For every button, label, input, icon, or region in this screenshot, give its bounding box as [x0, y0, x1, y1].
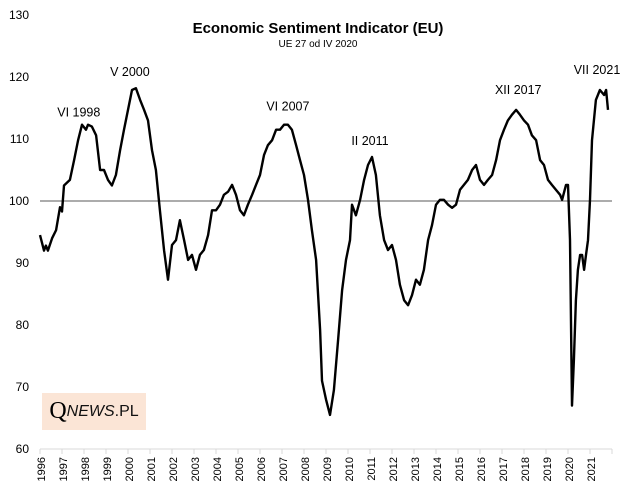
y-tick-label: 80	[16, 318, 30, 332]
x-tick-label: 2011	[366, 457, 378, 481]
x-tick-label: 2016	[476, 457, 488, 481]
x-tick-label: 1998	[80, 457, 92, 481]
x-tick-label: 2012	[388, 457, 400, 481]
logo-q: Q	[49, 398, 67, 424]
x-tick-label: 2020	[564, 457, 576, 481]
x-tick-label: 2003	[190, 457, 202, 481]
annotation-label: VI 1998	[57, 106, 100, 120]
x-tick-label: 2007	[278, 457, 290, 481]
annotation-label: VI 2007	[266, 100, 309, 114]
x-tick-label: 2004	[212, 457, 224, 481]
logo-pl: .PL	[114, 402, 139, 420]
x-tick-label: 2001	[146, 457, 158, 481]
annotation-label: II 2011	[351, 134, 388, 148]
x-tick-label: 2014	[432, 457, 444, 481]
y-tick-label: 60	[16, 442, 30, 456]
chart-title: Economic Sentiment Indicator (EU)	[193, 20, 444, 37]
y-tick-label: 110	[10, 132, 29, 146]
y-tick-label: 70	[16, 380, 30, 394]
x-tick-label: 2002	[168, 457, 180, 481]
x-tick-label: 2019	[542, 457, 554, 481]
x-tick-label: 1996	[36, 457, 48, 481]
annotation-label: VII 2021	[574, 63, 621, 77]
x-tick-label: 2008	[300, 457, 312, 481]
annotation-label: V 2000	[110, 65, 150, 79]
y-tick-label: 130	[9, 8, 29, 22]
x-tick-label: 2000	[124, 457, 136, 481]
x-tick-label: 2005	[234, 457, 246, 481]
series-line	[38, 87, 610, 417]
x-tick-label: 1999	[102, 457, 114, 481]
annotation-label: XII 2017	[495, 83, 542, 97]
x-tick-label: 2018	[520, 457, 532, 481]
logo-news: NEWS	[66, 402, 115, 420]
annotations: VI 1998 V 2000 VI 2007 II 2011 XII 2017 VII 2…	[57, 63, 620, 148]
y-tick-label: 90	[16, 256, 30, 270]
x-tick-label: 2006	[256, 457, 268, 481]
chart-subtitle: UE 27 od IV 2020	[279, 39, 358, 50]
qnews-logo: Q NEWS .PL	[42, 393, 146, 430]
x-tick-label: 2021	[586, 457, 598, 481]
x-tick-label: 2017	[498, 457, 510, 481]
y-tick-label: 120	[9, 70, 29, 84]
x-tick-label: 2015	[454, 457, 466, 481]
x-tick-label: 2009	[322, 457, 334, 481]
x-tick-label: 1997	[58, 457, 70, 481]
y-tick-label: 100	[9, 194, 29, 208]
x-tick-label: 2010	[344, 457, 356, 481]
y-axis: 60 70 80 90 100 110 120 130	[9, 8, 29, 456]
x-tick-label: 2013	[410, 457, 422, 481]
x-axis: 1996 1997 1998 1999 2000 2001 2002 2003 2004 2005…	[36, 448, 613, 481]
